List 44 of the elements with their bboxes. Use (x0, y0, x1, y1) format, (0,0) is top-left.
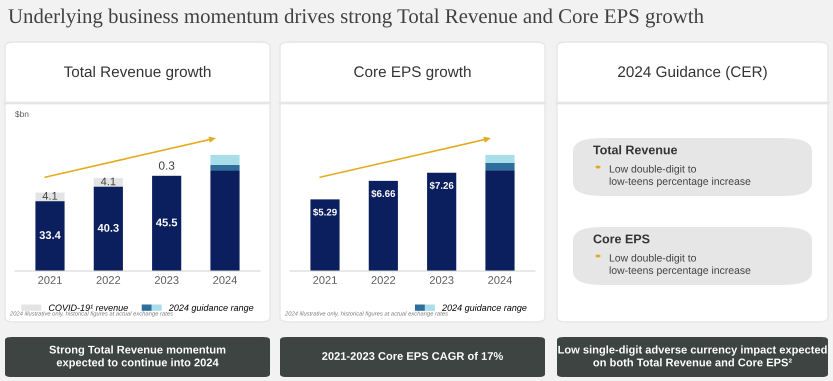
x-tick-label: 2021 (313, 276, 337, 284)
bar (94, 186, 123, 271)
legend-label: 2024 guidance range (168, 304, 254, 313)
x-tick-label: 2023 (154, 276, 179, 284)
x-tick-label: 2024 (488, 276, 512, 284)
data-label: 33.4 (39, 231, 61, 240)
text: Underlying business momentum drives strong Total Revenue and Core EPS growth (8, 8, 704, 28)
text: Total Revenue (593, 145, 678, 154)
data-label: 45.5 (156, 218, 178, 226)
data-label: 4.1 (100, 178, 116, 186)
data-label: $7.26 (430, 182, 454, 190)
x-tick-label: 2021 (38, 276, 62, 284)
data-label: 0.3 (158, 161, 174, 170)
bar (310, 199, 340, 271)
x-tick-label: 2024 (213, 276, 238, 284)
y-axis-title: $bn (15, 110, 28, 118)
bar (35, 201, 65, 271)
text: 2021-2023 Core EPS CAGR of 17% (322, 352, 503, 360)
legend-label: 2024 guidance range (442, 304, 527, 313)
bar (368, 180, 398, 271)
bar (485, 154, 515, 163)
x-tick-label: 2022 (96, 276, 120, 284)
bar (427, 172, 456, 271)
x-tick-label: 2022 (372, 276, 396, 284)
chart-title: Core EPS growth (354, 66, 471, 80)
data-label: $5.29 (312, 208, 337, 216)
legend-label: COVID-19¹ revenue (48, 304, 128, 311)
text: Low double-digit to low-teens percentage increase (610, 254, 750, 276)
bar (485, 170, 515, 271)
chart-title: Total Revenue growth (64, 66, 210, 80)
data-label: 4.1 (42, 192, 58, 200)
data-label: $6.66 (371, 190, 396, 198)
x-tick-label: 2023 (430, 276, 454, 284)
bar (210, 164, 240, 170)
bar (210, 170, 240, 271)
text: Strong Total Revenue momentum expected to continue into 2024 (49, 345, 226, 369)
data-label: 40.3 (98, 224, 119, 232)
bar (210, 154, 240, 165)
bar (152, 176, 182, 271)
text: Low double-digit to low-teens percentage increase (610, 164, 750, 188)
text: Low single-digit adverse currency impact expected on both Total Revenue and Core EPS² (558, 345, 827, 366)
text: Core EPS (594, 234, 650, 244)
text: 2024 Guidance (CER) (618, 66, 767, 80)
bar (485, 162, 515, 170)
